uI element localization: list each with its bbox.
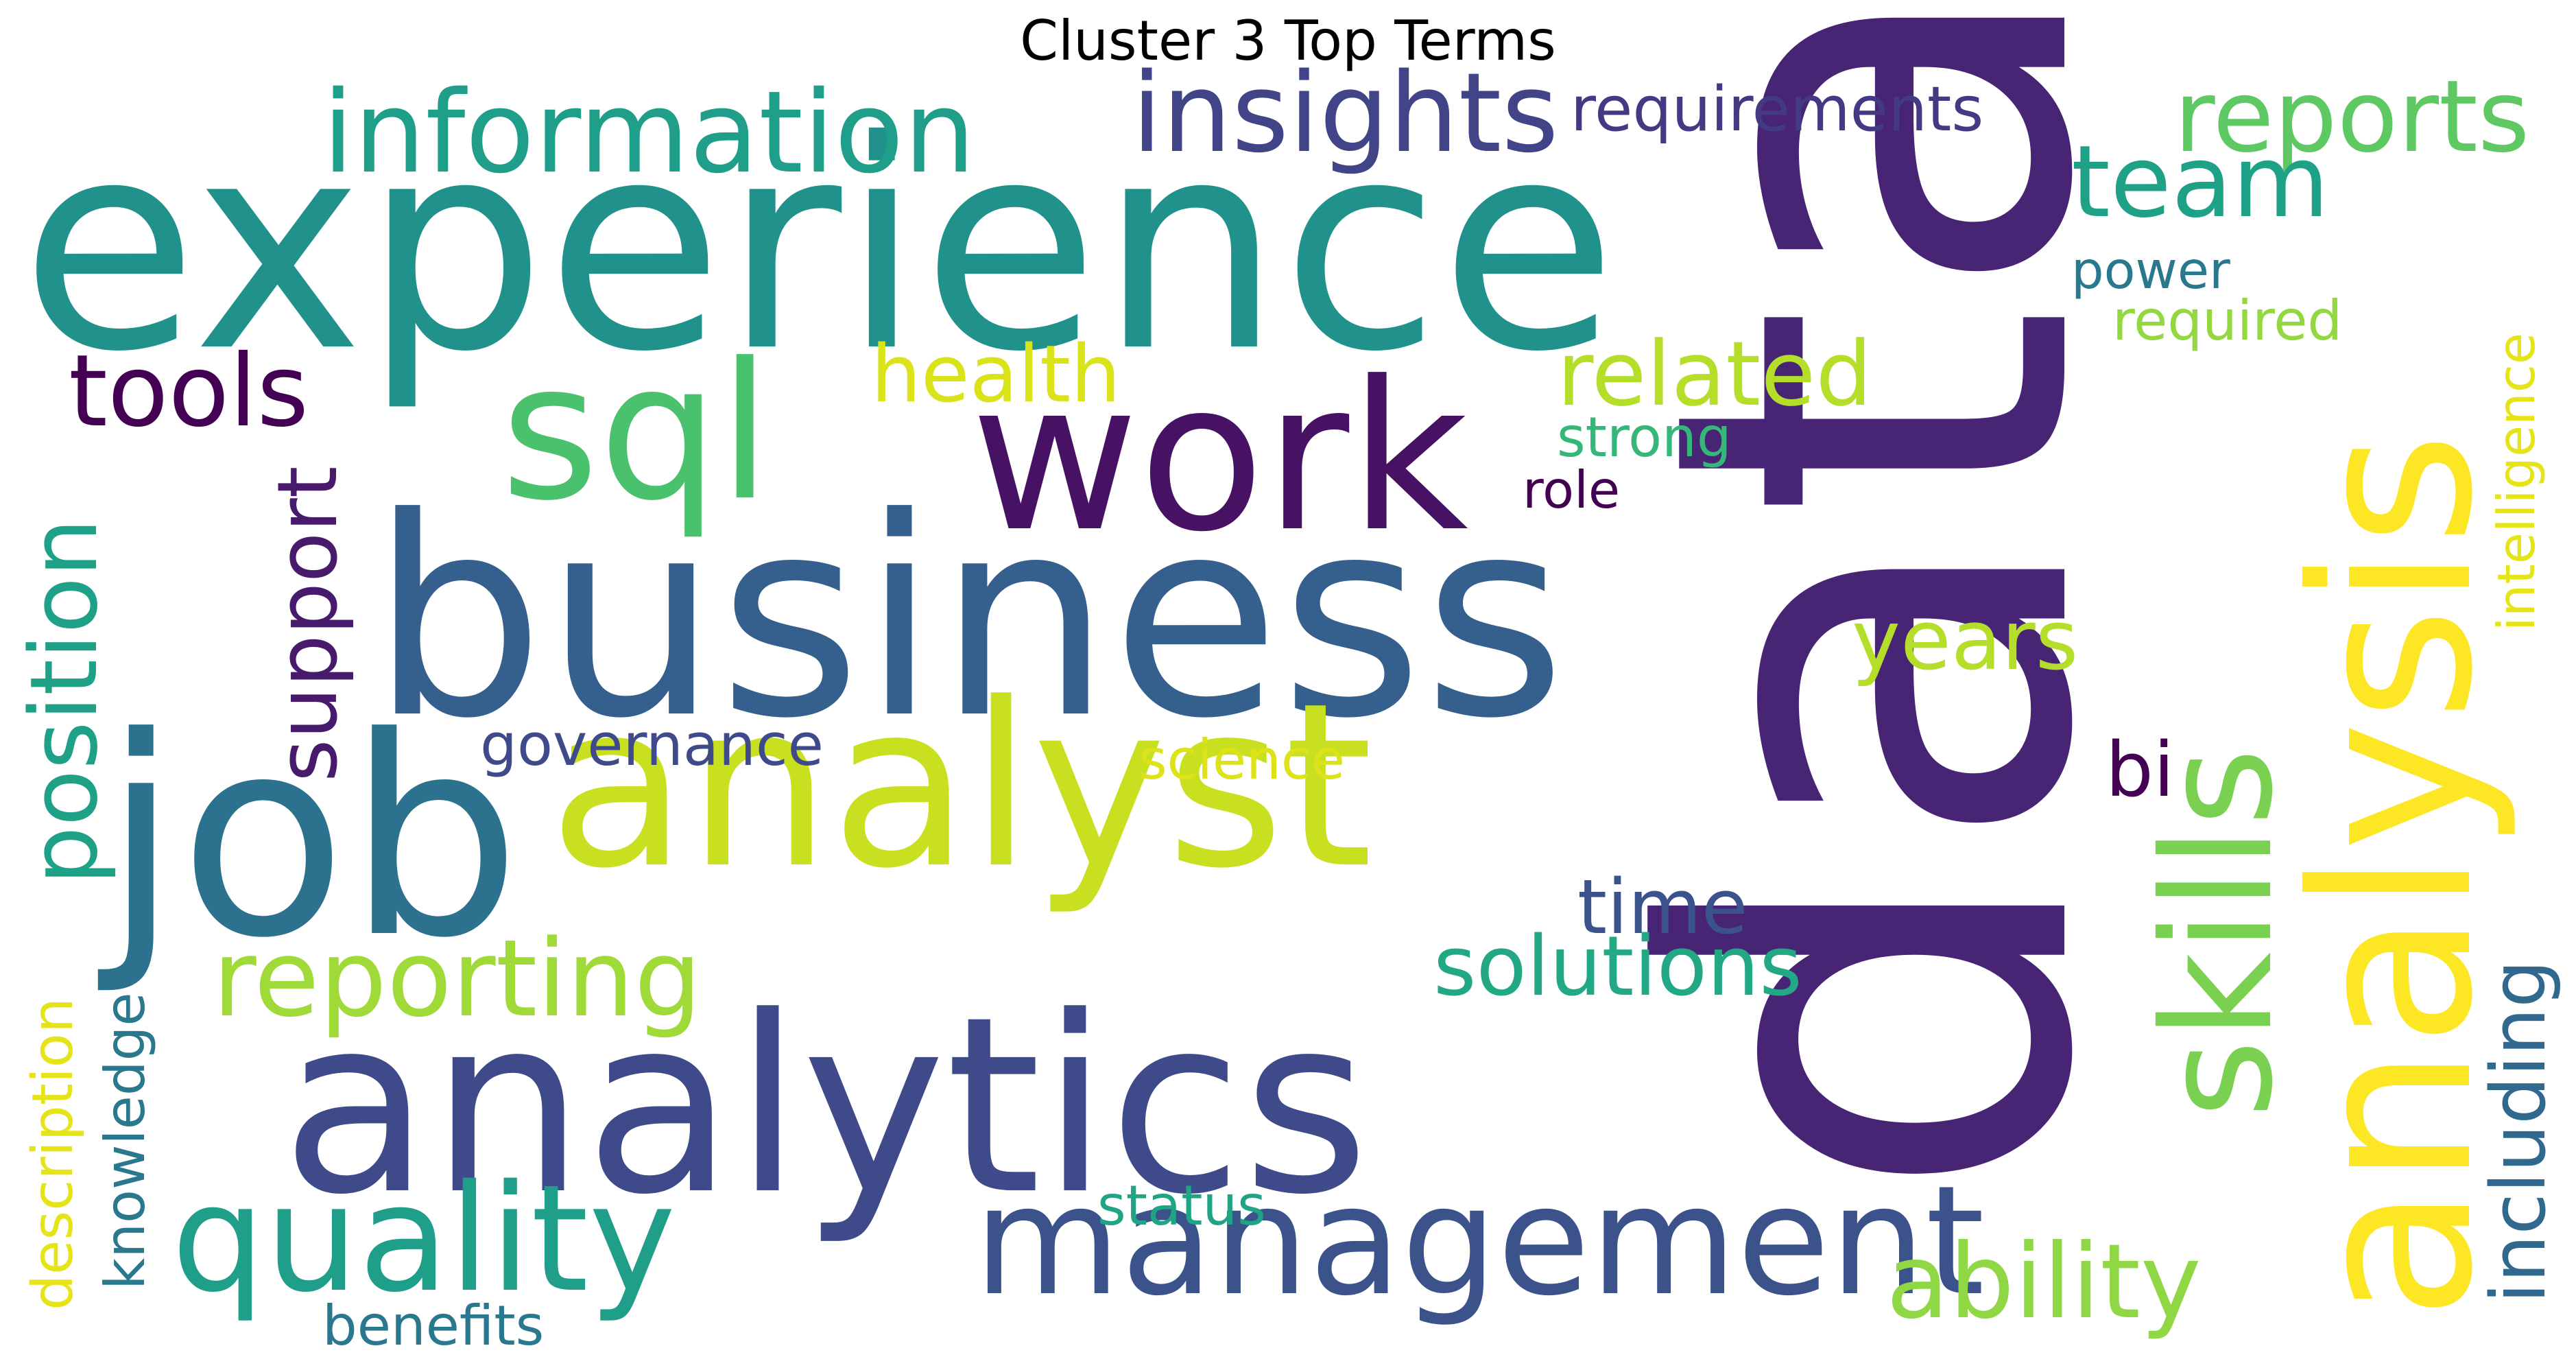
word-tools: tools xyxy=(69,333,309,449)
word-bi: bi xyxy=(2106,726,2174,814)
word-sql: sql xyxy=(501,322,771,542)
word-years: years xyxy=(1852,593,2078,689)
word-strong: strong xyxy=(1557,405,1732,469)
word-business: business xyxy=(370,460,1566,779)
word-data: data xyxy=(1555,0,2194,1204)
word-quality: quality xyxy=(171,1153,676,1325)
word-work: work xyxy=(970,338,1468,577)
word-health: health xyxy=(871,329,1121,421)
word-skills: skills xyxy=(2130,748,2306,1118)
word-reports: reports xyxy=(2174,59,2529,175)
word-job: job xyxy=(95,679,521,998)
word-insights: insights xyxy=(1132,49,1559,177)
word-time: time xyxy=(1577,863,1748,951)
word-benefits: benefits xyxy=(322,1294,544,1358)
word-including: including xyxy=(2474,960,2562,1303)
word-team: team xyxy=(2071,124,2329,240)
word-support: support xyxy=(261,466,356,782)
word-analytics: analytics xyxy=(281,964,1370,1248)
word-experience: experience xyxy=(21,80,1617,415)
word-required: required xyxy=(2112,289,2342,353)
word-intelligence: intelligence xyxy=(2486,333,2547,631)
word-reporting: reporting xyxy=(213,917,702,1041)
word-solutions: solutions xyxy=(1433,919,1802,1015)
word-information: information xyxy=(322,67,975,198)
word-analyst: analyst xyxy=(549,654,1373,918)
word-knowledge: knowledge xyxy=(93,992,157,1290)
word-management: management xyxy=(974,1153,1985,1329)
word-position: position xyxy=(10,518,118,885)
word-science: science xyxy=(1138,728,1345,792)
word-governance: governance xyxy=(480,711,824,779)
word-power: power xyxy=(2071,240,2230,300)
word-requirements: requirements xyxy=(1571,73,1983,145)
word-related: related xyxy=(1557,322,1872,426)
word-role: role xyxy=(1523,460,1620,520)
chart-title: Cluster 3 Top Terms xyxy=(1020,9,1556,73)
word-status: status xyxy=(1097,1174,1266,1238)
word-description: description xyxy=(21,997,86,1310)
word-ability: ability xyxy=(1886,1223,2202,1342)
word-analysis: analysis xyxy=(2266,432,2521,1321)
